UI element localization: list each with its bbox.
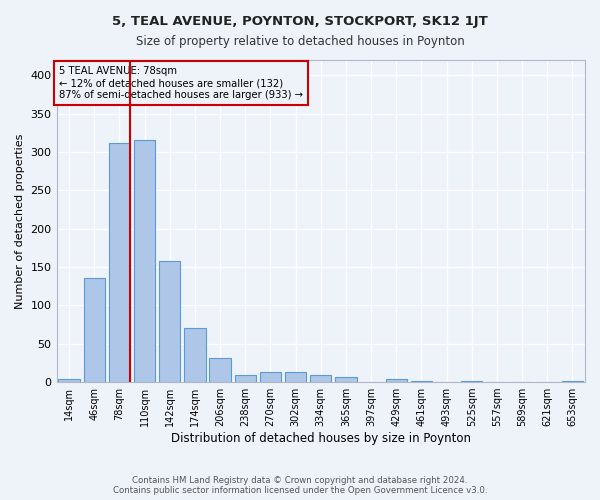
Text: Size of property relative to detached houses in Poynton: Size of property relative to detached ho… bbox=[136, 35, 464, 48]
Bar bbox=[134, 140, 155, 382]
Bar bbox=[235, 375, 256, 382]
Y-axis label: Number of detached properties: Number of detached properties bbox=[15, 134, 25, 308]
Bar bbox=[562, 380, 583, 382]
Bar bbox=[411, 380, 432, 382]
Text: 5, TEAL AVENUE, POYNTON, STOCKPORT, SK12 1JT: 5, TEAL AVENUE, POYNTON, STOCKPORT, SK12… bbox=[112, 15, 488, 28]
Bar bbox=[83, 278, 105, 382]
Bar bbox=[461, 380, 482, 382]
Bar bbox=[260, 372, 281, 382]
Bar bbox=[109, 143, 130, 382]
Bar bbox=[159, 261, 181, 382]
X-axis label: Distribution of detached houses by size in Poynton: Distribution of detached houses by size … bbox=[171, 432, 471, 445]
Bar bbox=[285, 372, 307, 382]
Bar bbox=[209, 358, 231, 382]
Bar bbox=[184, 328, 206, 382]
Bar bbox=[335, 376, 356, 382]
Bar bbox=[386, 379, 407, 382]
Bar bbox=[310, 375, 331, 382]
Text: 5 TEAL AVENUE: 78sqm
← 12% of detached houses are smaller (132)
87% of semi-deta: 5 TEAL AVENUE: 78sqm ← 12% of detached h… bbox=[59, 66, 303, 100]
Text: Contains HM Land Registry data © Crown copyright and database right 2024.
Contai: Contains HM Land Registry data © Crown c… bbox=[113, 476, 487, 495]
Bar bbox=[58, 379, 80, 382]
